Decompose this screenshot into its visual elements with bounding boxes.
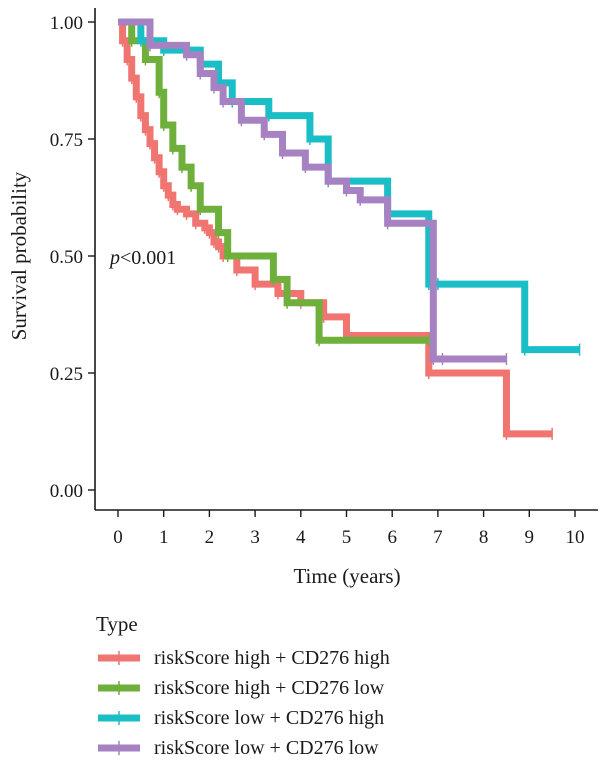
x-tick-label: 6 [387,527,397,548]
legend-swatch [98,711,140,725]
legend-swatch [98,651,140,665]
legend: Type riskScore high + CD276 high riskScor… [96,612,390,763]
series-line-riskscore-low-cd276-low [118,18,507,363]
y-axis: 0.00 0.25 0.50 0.75 1.00 [50,8,96,510]
x-tick-label: 9 [525,527,535,548]
survival-chart: 0.00 0.25 0.50 0.75 1.00 0 1 2 3 4 5 6 7 8 9 10 Time (… [7,8,598,588]
x-tick-label: 3 [250,527,260,548]
series-line-riskscore-high-cd276-low [118,18,429,344]
x-axis: 0 1 2 3 4 5 6 7 8 9 10 [95,509,598,548]
legend-swatch [98,741,140,755]
legend-title: Type [96,612,138,636]
series-line-riskscore-high-cd276-high [118,18,553,438]
legend-swatch [98,681,140,695]
legend-items: riskScore high + CD276 high riskScore hig… [96,643,390,763]
legend-item: riskScore low + CD276 low [96,733,390,763]
legend-label: riskScore high + CD276 low [154,676,385,699]
x-tick-label: 0 [113,527,123,548]
series-layer [118,18,581,440]
x-tick-label: 8 [479,527,489,548]
x-tick-label: 1 [159,527,169,548]
p-value-text: <0.001 [120,247,176,269]
x-tick-label: 10 [566,527,585,548]
legend-item: riskScore high + CD276 low [96,673,390,703]
legend-label: riskScore high + CD276 high [154,646,390,669]
p-value-annotation: p<0.001 [108,247,176,269]
y-tick-label: 0.75 [50,130,83,151]
x-tick-label: 5 [342,527,352,548]
legend-item: riskScore high + CD276 high [96,643,390,673]
y-tick-label: 0.00 [50,481,83,502]
x-axis-title: Time (years) [293,564,400,588]
y-tick-label: 0.50 [50,247,83,268]
x-tick-label: 7 [433,527,443,548]
y-tick-label: 0.25 [50,364,83,385]
legend-item: riskScore low + CD276 high [96,703,390,733]
x-tick-label: 4 [296,527,306,548]
x-tick-label: 2 [205,527,215,548]
legend-label: riskScore low + CD276 low [154,736,379,759]
legend-label: riskScore low + CD276 high [154,706,385,729]
p-value-prefix: p [108,247,120,269]
y-tick-label: 1.00 [50,13,83,34]
y-axis-title: Survival probability [7,171,31,340]
